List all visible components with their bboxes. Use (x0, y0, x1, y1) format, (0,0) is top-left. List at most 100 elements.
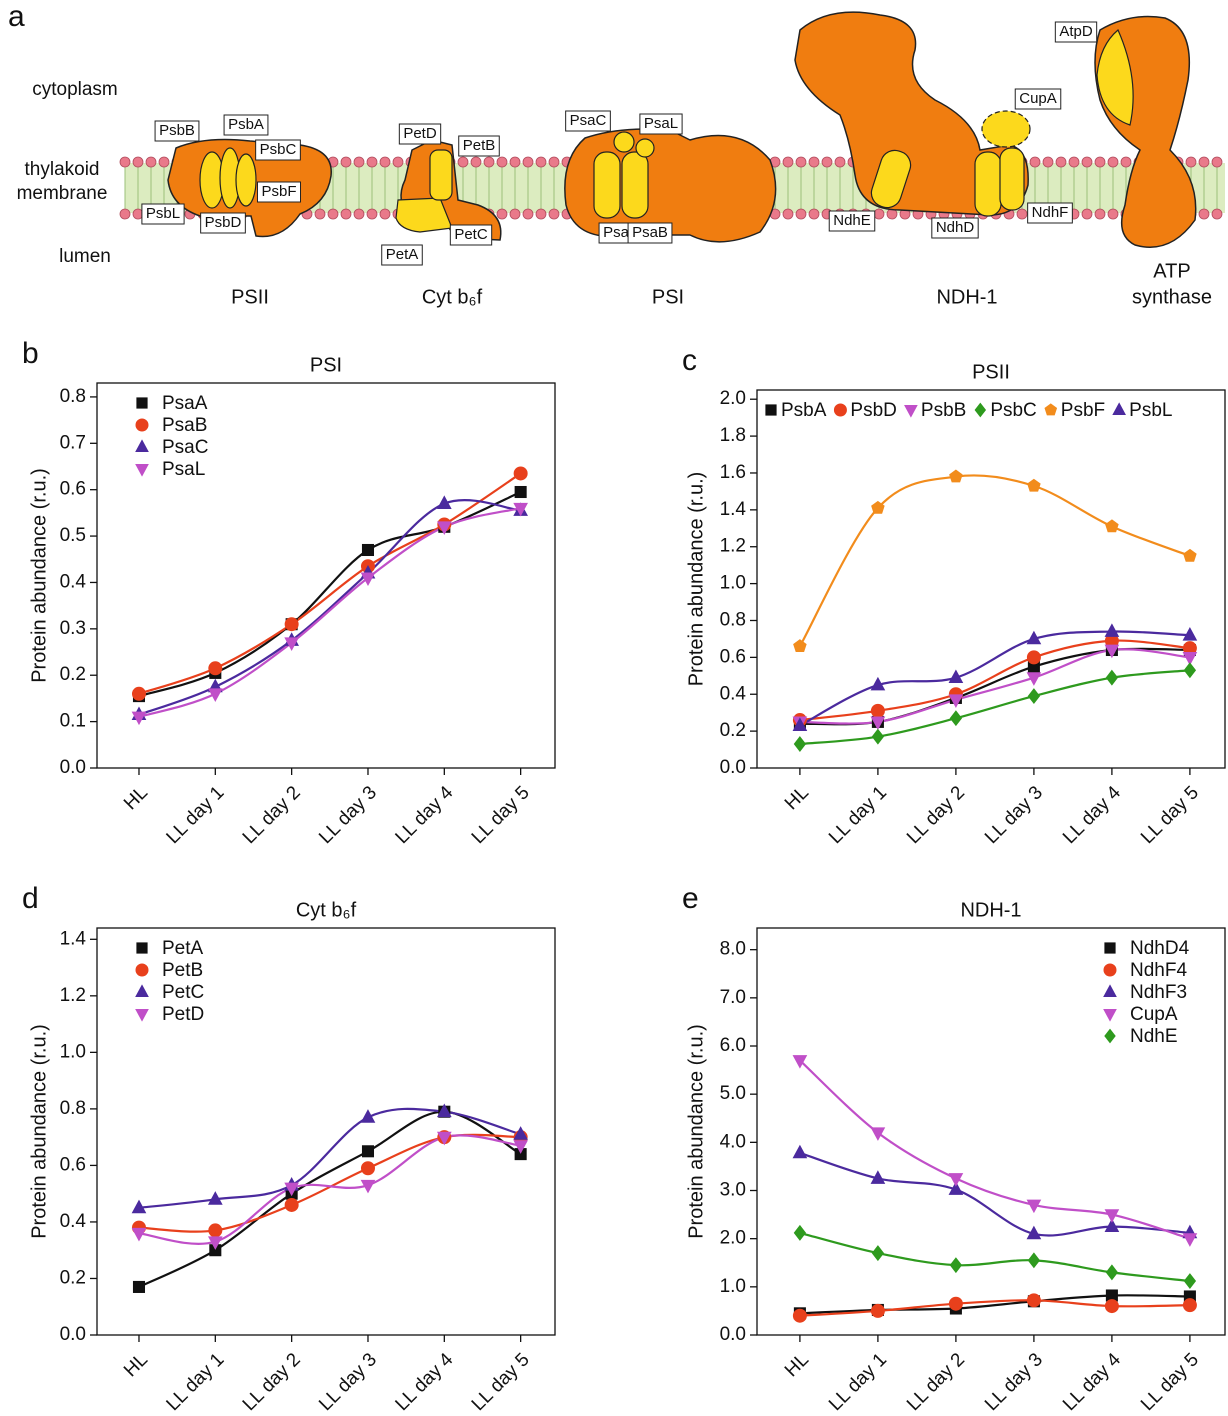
lipid-head (496, 156, 508, 168)
marker (871, 500, 885, 514)
x-tick-label: LL day 1 (825, 782, 891, 848)
x-tick-label: LL day 5 (1137, 782, 1203, 848)
legend-label: PsaA (162, 393, 208, 414)
series-curve (798, 474, 1191, 647)
legend-label: NdhF4 (1130, 960, 1187, 981)
marker (131, 1227, 147, 1242)
x-tick-label: LL day 4 (392, 782, 458, 848)
subunit-box (565, 110, 611, 132)
legend-marker (135, 984, 149, 997)
lipid-head (353, 156, 365, 168)
lipid-head (1107, 208, 1119, 220)
lipid-head (1094, 156, 1106, 168)
lipid-head (366, 156, 378, 168)
legend-label: PetA (162, 938, 204, 959)
marker (207, 1191, 223, 1205)
marker (870, 703, 885, 718)
marker (1182, 1233, 1198, 1247)
y-tick-label: 4.0 (720, 1131, 746, 1152)
legend-marker (136, 397, 148, 409)
lipid-head (1029, 156, 1041, 168)
lipid-head (782, 156, 794, 168)
marker (131, 686, 146, 701)
subunit-shape (870, 149, 912, 209)
legend-label: PsbL (1129, 400, 1172, 421)
plot-frame (96, 382, 556, 769)
legend-label: PsaL (162, 459, 205, 480)
y-tick-label: 8.0 (720, 939, 746, 960)
legend-marker (1112, 402, 1126, 415)
legend-label: NdhE (1130, 1026, 1178, 1047)
x-tick-label: LL day 1 (825, 1349, 891, 1415)
y-tick-label: 1.2 (60, 985, 86, 1006)
lipid-head (535, 156, 547, 168)
legend-label: PsaC (162, 437, 208, 458)
y-tick-label: 0.3 (60, 618, 86, 639)
marker (436, 495, 452, 509)
lipid-head (1198, 156, 1210, 168)
marker (948, 669, 964, 684)
marker (208, 1223, 223, 1238)
panel-letter: a (8, 0, 25, 33)
marker (1104, 644, 1120, 659)
lipid-head (821, 156, 833, 168)
series-curve (799, 630, 1190, 727)
lipid-head (1042, 156, 1054, 168)
subunit-label: AtpD (1059, 23, 1093, 40)
lipid-head (145, 156, 157, 168)
marker (1027, 478, 1041, 492)
chart-title: PSII (972, 361, 1010, 383)
marker (284, 1182, 299, 1197)
subunit-box (223, 114, 269, 136)
marker (132, 1280, 146, 1293)
marker (949, 1257, 963, 1274)
marker (1182, 1298, 1197, 1313)
legend-marker (1103, 1009, 1117, 1022)
lipid-head (535, 208, 547, 220)
marker (1026, 650, 1041, 665)
lipid-head (392, 156, 404, 168)
y-tick-label: 1.6 (720, 462, 746, 483)
lipid-head (1211, 156, 1223, 168)
lipid-head (1211, 208, 1223, 220)
legend-label: CupA (1130, 1004, 1178, 1025)
y-tick-label: 0.8 (720, 610, 746, 631)
plot-frame (96, 927, 556, 1336)
subunit-shape (635, 138, 655, 158)
lipid-head (548, 208, 560, 220)
marker (1026, 672, 1042, 686)
lipid-head (457, 156, 469, 168)
complex-label: PSII (231, 286, 269, 308)
y-tick-label: 0.2 (60, 664, 86, 685)
y-tick-label: 0.0 (720, 1324, 746, 1345)
marker (360, 1161, 375, 1176)
legend-marker (1103, 984, 1117, 997)
legend-label: PsbD (850, 400, 896, 421)
marker (360, 572, 376, 587)
panel-letter: e (682, 882, 699, 915)
x-tick-label: LL day 2 (239, 782, 305, 848)
marker (792, 1144, 808, 1159)
panel-letter: b (22, 337, 39, 370)
subunit-box (1014, 88, 1062, 110)
legend-marker (135, 439, 149, 452)
lipid-head (509, 156, 521, 168)
y-tick-label: 0.0 (720, 757, 746, 778)
y-tick-label: 1.2 (720, 536, 746, 557)
lipid-head (1094, 208, 1106, 220)
lipid-head (327, 208, 339, 220)
x-tick-label: LL day 4 (1059, 782, 1125, 848)
subunit-label: PsbL (146, 205, 180, 222)
subunit-shape (593, 151, 621, 219)
legend-marker (974, 402, 987, 418)
x-tick-label: LL day 3 (981, 1349, 1047, 1415)
lipid-head (1055, 156, 1067, 168)
marker (436, 1131, 452, 1146)
subunit-box (458, 135, 500, 157)
chart-title: Cyt b₆f (296, 899, 357, 921)
legend-marker (765, 404, 777, 416)
x-tick-label: LL day 3 (981, 782, 1047, 848)
x-tick-label: LL day 1 (163, 782, 229, 848)
subunit-box (398, 123, 442, 145)
